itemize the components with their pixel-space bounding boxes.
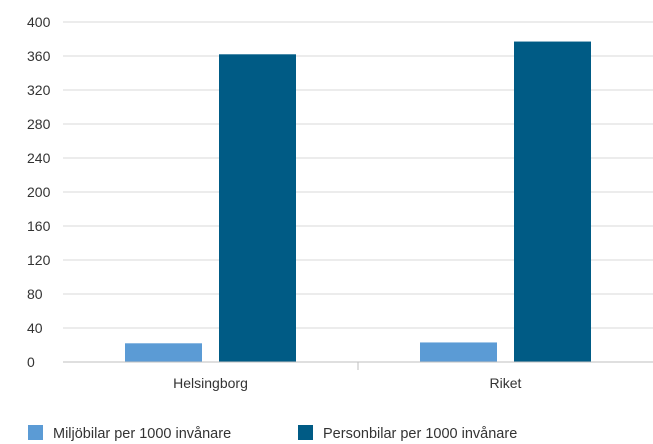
y-tick-label: 320	[27, 82, 51, 98]
legend-label: Miljöbilar per 1000 invånare	[53, 426, 231, 442]
y-tick-label: 80	[27, 286, 43, 302]
legend-swatch	[298, 425, 313, 440]
y-tick-label: 120	[27, 252, 51, 268]
y-tick-label: 240	[27, 150, 51, 166]
y-axis: 0 40 80 120 160 200 240 280 320 360 400	[27, 14, 51, 370]
bars	[125, 41, 591, 363]
y-tick-label: 400	[27, 14, 51, 30]
legend-swatch	[28, 425, 43, 440]
y-tick-label: 160	[27, 218, 51, 234]
y-tick-label: 360	[27, 48, 51, 64]
y-tick-label: 40	[27, 320, 43, 336]
gridlines	[63, 21, 653, 329]
y-tick-label: 200	[27, 184, 51, 200]
bar-miljobilar-helsingborg	[125, 343, 202, 362]
y-tick-label: 280	[27, 116, 51, 132]
bar-personbilar-riket	[514, 41, 591, 363]
x-axis: Helsingborg Riket	[173, 362, 522, 391]
x-tick-label: Helsingborg	[173, 375, 248, 391]
y-tick-label: 0	[27, 354, 35, 370]
x-tick-label: Riket	[490, 375, 522, 391]
bar-personbilar-helsingborg	[219, 54, 296, 363]
legend-label: Personbilar per 1000 invånare	[323, 426, 517, 442]
legend: Miljöbilar per 1000 invånare Personbilar …	[28, 425, 517, 442]
bar-miljobilar-riket	[420, 342, 497, 362]
